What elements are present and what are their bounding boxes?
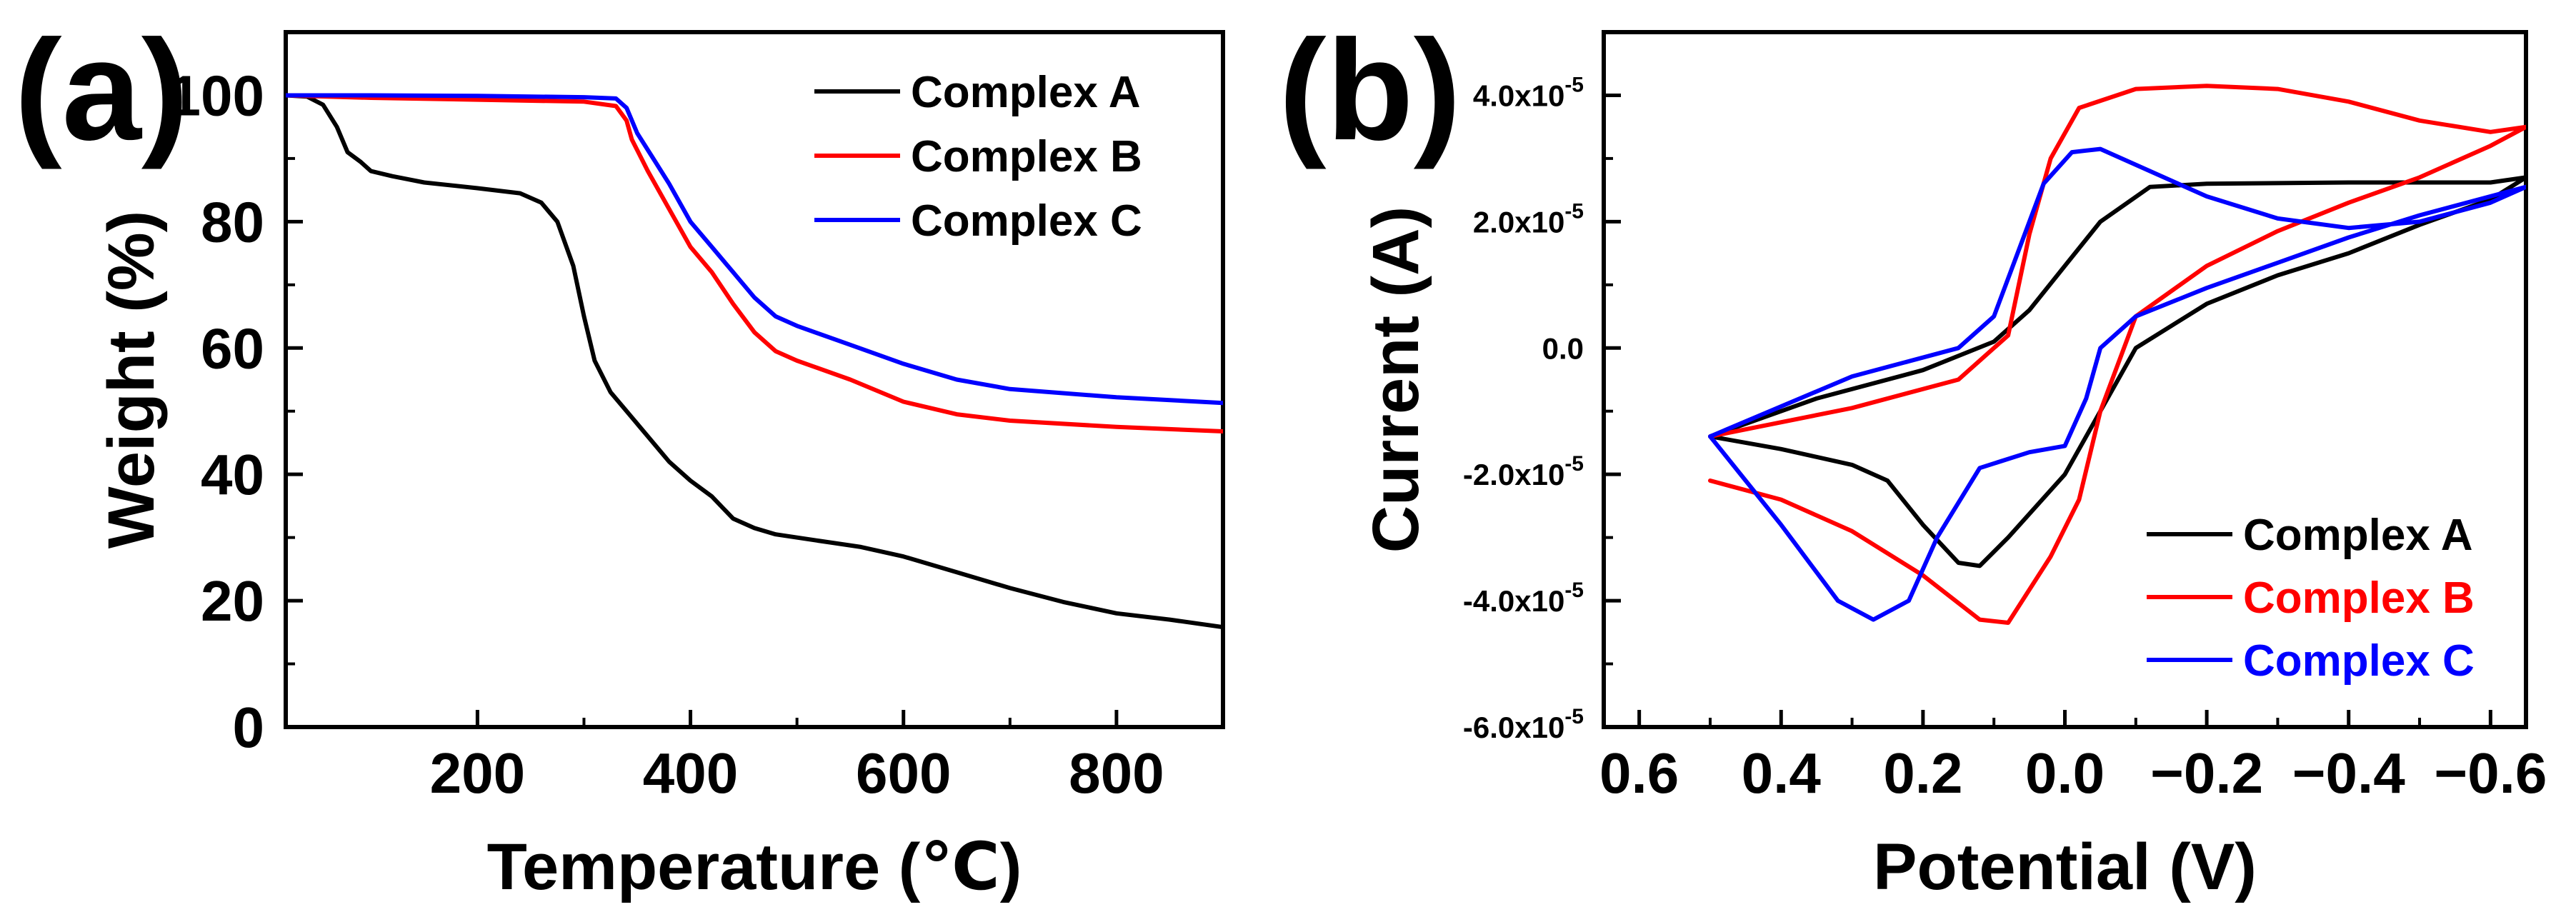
panel-a-series-line-complex-c (286, 93, 1223, 406)
panel-a-y-tick-label: 20 (201, 569, 264, 633)
panel-b-y-tick-label: 2.0x10-5 (1473, 199, 1584, 239)
panel-b-y-tick-label: 0.0 (1542, 331, 1584, 365)
panel-a-x-axis-title: Temperature (℃) (487, 831, 1022, 903)
panel-a-panel-label: (a) (14, 11, 189, 170)
panel-a-plot-frame (284, 30, 1225, 729)
panel-b-series-line-complex-a (1708, 175, 2526, 568)
panel-a-y-axis-title: Weight (%) (95, 211, 168, 549)
panel-b-x-tick-label: −0.2 (2150, 741, 2263, 805)
panel-b-x-axis-title: Potential (V) (1873, 831, 2257, 903)
panel-a-legend-label-complex-a: Complex A (911, 68, 1141, 117)
panel-a-x-tick-label: 400 (643, 741, 738, 805)
panel-b-legend-label-complex-a: Complex A (2243, 511, 2473, 560)
panel-b-legend-label-complex-b: Complex B (2243, 573, 2475, 623)
panel-a-series-line-complex-a (286, 93, 1223, 630)
panel-b-x-tick-label: −0.6 (2434, 741, 2547, 805)
panel-a-legend-label-complex-b: Complex B (911, 132, 1142, 181)
panel-b-x-tick-label: −0.4 (2292, 741, 2405, 805)
panel-a-series-line-complex-b (286, 93, 1223, 434)
panel-b-panel-label: (b) (1279, 11, 1461, 170)
panel-b-y-tick-label: -2.0x10-5 (1463, 452, 1584, 491)
panel-a-x-tick-label: 800 (1069, 741, 1164, 805)
panel-a-y-tick-label: 60 (201, 316, 264, 380)
panel-a-chart: 200 400 600 800 0 20 40 60 80 100 Complex A Complex… (14, 11, 1225, 903)
panel-b-legend-label-complex-c: Complex C (2243, 636, 2475, 686)
panel-b-series-line-complex-c (1708, 146, 2526, 622)
panel-a-y-tick-label: 40 (201, 443, 264, 506)
panel-a-y-tick-label: 80 (201, 190, 264, 254)
panel-b-y-axis-title: Current (A) (1359, 206, 1432, 553)
panel-b-y-tick-label: -6.0x10-5 (1463, 705, 1584, 744)
panel-a-y-tick-label: 100 (169, 64, 264, 127)
panel-a-legend-label-complex-c: Complex C (911, 196, 1142, 246)
panel-b-x-tick-label: 0.0 (2025, 741, 2105, 805)
panel-a-x-tick-label: 600 (856, 741, 951, 805)
panel-b-x-tick-label: 0.4 (1742, 741, 1822, 805)
panel-b-x-tick-label: 0.6 (1599, 741, 1679, 805)
panel-b-x-tick-label: 0.2 (1883, 741, 1962, 805)
panel-a-y-tick-label: 0 (233, 696, 265, 759)
panel-b-chart: 0.6 0.4 0.2 0.0 −0.2 −0.4 −0.6 -6.0x10-5 -4.0x10… (1279, 11, 2547, 903)
panel-b-y-tick-label: -4.0x10-5 (1463, 578, 1584, 618)
panel-b-y-tick-label: 4.0x10-5 (1473, 73, 1584, 112)
panel-a-x-tick-label: 200 (430, 741, 525, 805)
